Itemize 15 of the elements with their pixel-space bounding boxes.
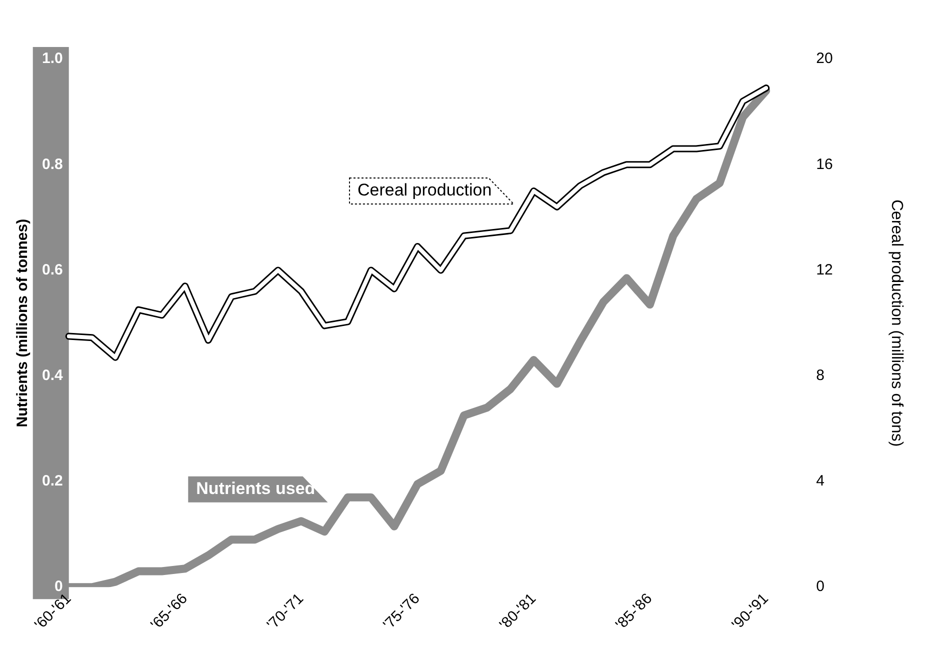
y2-tick-label: 20 xyxy=(816,50,833,68)
y-tick-label: 0.8 xyxy=(42,156,63,173)
y2-axis-title: Cereal production (millions of tons) xyxy=(888,199,905,447)
y-axis-title: Nutrients (millions of tonnes) xyxy=(14,218,32,428)
y2-tick-label: 0 xyxy=(816,578,824,596)
y2-tick-label: 12 xyxy=(816,261,833,278)
y-tick-label: 0 xyxy=(54,578,63,596)
y2-tick-label: 4 xyxy=(816,472,824,490)
y2-tick-label: 8 xyxy=(816,366,824,384)
series-label: Cereal production xyxy=(358,180,492,200)
y-tick-label: 0.6 xyxy=(42,261,63,278)
y-tick-label: 1.0 xyxy=(42,50,63,68)
y-tick-label: 0.4 xyxy=(42,366,64,384)
y-tick-label: 0.2 xyxy=(42,472,63,490)
y2-tick-label: 16 xyxy=(816,156,833,173)
